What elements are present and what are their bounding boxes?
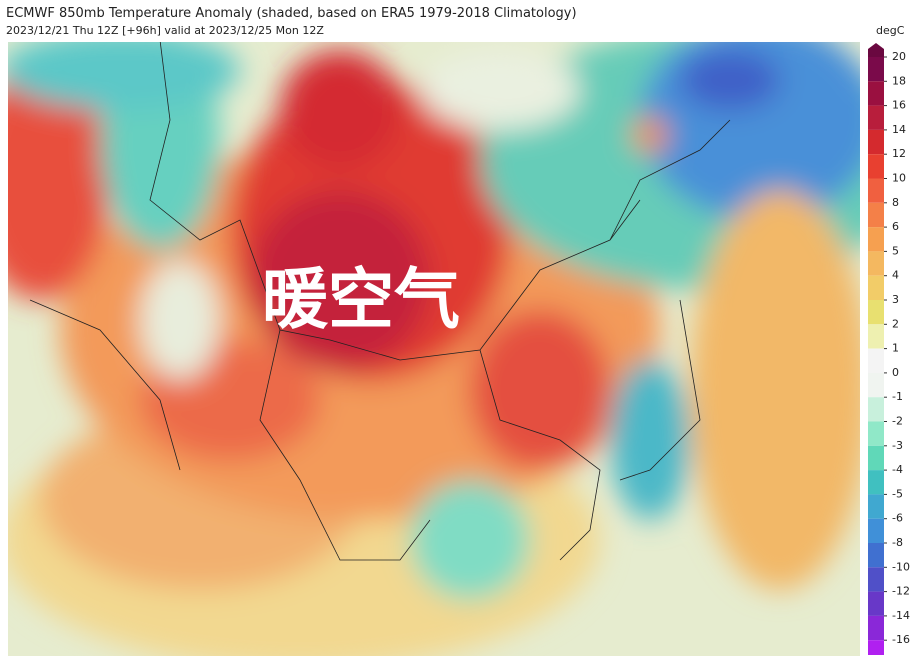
colorbar-tick-label: 5 <box>892 244 899 257</box>
colorbar-unit: degC <box>876 24 905 37</box>
colorbar-segment <box>868 372 884 398</box>
colorbar-segment <box>868 57 884 82</box>
map <box>8 42 860 656</box>
colorbar-segment <box>868 81 884 106</box>
title: ECMWF 850mb Temperature Anomaly (shaded,… <box>6 6 577 21</box>
colorbar-segment <box>868 567 884 592</box>
colorbar-segment <box>868 178 884 203</box>
colorbar-segment <box>868 640 884 655</box>
colorbar-tick-label: -4 <box>892 463 903 476</box>
colorbar-tick-label: -8 <box>892 536 903 549</box>
colorbar-tick-label: 16 <box>892 99 906 112</box>
colorbar-tick-label: 8 <box>892 196 899 209</box>
colorbar-segment <box>868 494 884 519</box>
colorbar-segment <box>868 591 884 616</box>
colorbar-segment <box>868 421 884 446</box>
colorbar-segment <box>868 251 884 276</box>
colorbar-tick-label: -16 <box>892 633 910 646</box>
colorbar-segment <box>868 300 884 325</box>
colorbar-segment <box>868 445 884 471</box>
colorbar-tick-label: 18 <box>892 74 906 87</box>
colorbar-segment <box>868 227 884 252</box>
colorbar-segment <box>868 154 884 179</box>
colorbar-tick-label: -2 <box>892 415 903 428</box>
colorbar-segment <box>868 518 884 543</box>
colorbar-segment <box>868 470 884 495</box>
colorbar-segment <box>868 348 884 373</box>
colorbar-tick-label: 14 <box>892 123 906 136</box>
colorbar-tick-label: 2 <box>892 317 899 330</box>
colorbar-tick-label: 10 <box>892 172 906 185</box>
colorbar-tick-label: -14 <box>892 609 910 622</box>
colorbar-tick-label: -10 <box>892 560 910 573</box>
colorbar-segment <box>868 275 884 300</box>
colorbar-tick-label: 0 <box>892 366 899 379</box>
colorbar-tick-label: 1 <box>892 342 899 355</box>
colorbar-tick-label: -6 <box>892 512 903 525</box>
annotation: 暖空气 <box>262 261 460 338</box>
colorbar-segment <box>868 324 884 349</box>
subtitle: 2023/12/21 Thu 12Z [+96h] valid at 2023/… <box>6 24 324 37</box>
colorbar-tick-label: 3 <box>892 293 899 306</box>
colorbar-segment <box>868 105 884 130</box>
colorbar-tick-label: -3 <box>892 439 903 452</box>
colorbar-top <box>868 43 884 49</box>
colorbar-tick-label: 6 <box>892 220 899 233</box>
colorbar-segment <box>868 615 884 641</box>
colorbar-segment <box>868 202 884 228</box>
colorbar-tick-label: 20 <box>892 50 906 63</box>
colorbar-segment <box>868 129 884 155</box>
colorbar: 20181614121086543210-1-2-3-4-5-6-8-10-12… <box>868 43 910 655</box>
colorbar-tick-label: -1 <box>892 390 903 403</box>
colorbar-segment <box>868 543 884 568</box>
colorbar-tick-label: 12 <box>892 147 906 160</box>
colorbar-segment <box>868 397 884 422</box>
colorbar-tick-label: 4 <box>892 269 899 282</box>
colorbar-tick-label: -5 <box>892 487 903 500</box>
colorbar-segment <box>868 49 884 57</box>
colorbar-tick-label: -12 <box>892 585 910 598</box>
